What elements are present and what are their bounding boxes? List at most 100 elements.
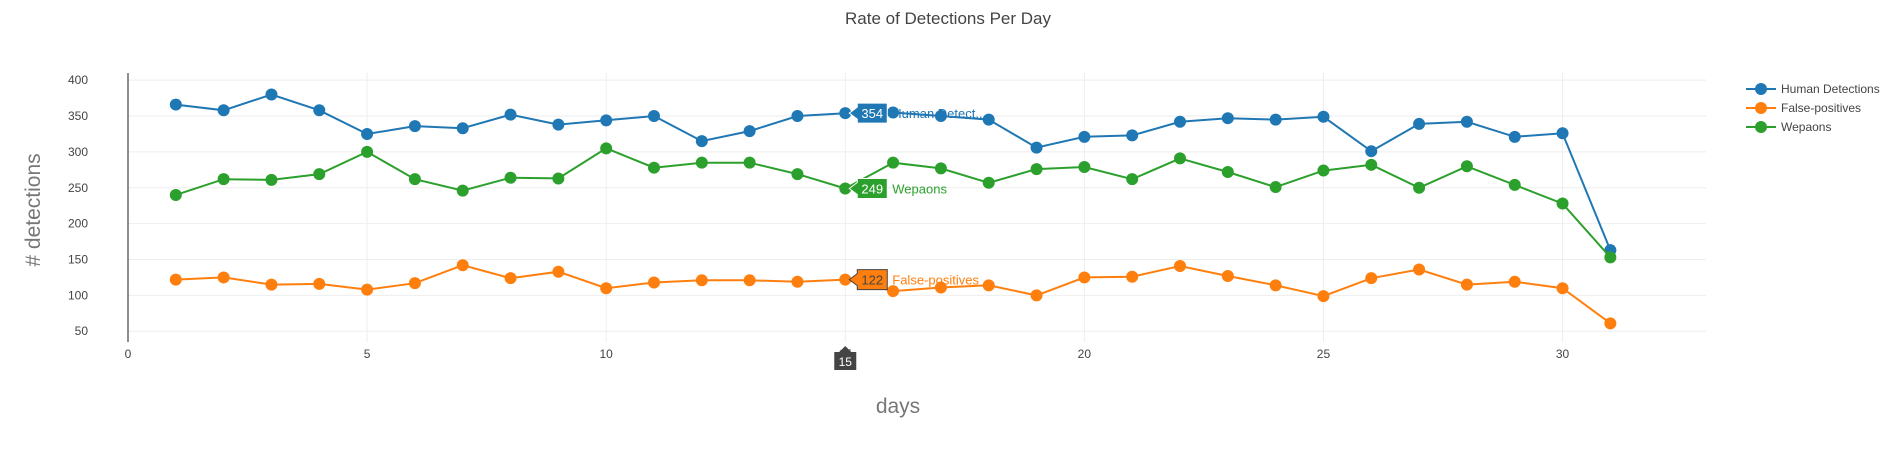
legend-item[interactable]: Human Detections	[1746, 82, 1880, 96]
data-point[interactable]	[361, 127, 374, 140]
data-point[interactable]	[600, 282, 613, 295]
data-point[interactable]	[1269, 113, 1282, 126]
data-point[interactable]	[552, 265, 565, 278]
data-point[interactable]	[1317, 164, 1330, 177]
data-point[interactable]	[887, 156, 900, 169]
data-point[interactable]	[169, 273, 182, 286]
data-point[interactable]	[743, 125, 756, 138]
data-point[interactable]	[408, 277, 421, 290]
data-point[interactable]	[791, 168, 804, 181]
data-point[interactable]	[648, 161, 660, 174]
data-point[interactable]	[552, 172, 565, 185]
data-point[interactable]	[1221, 165, 1234, 178]
data-point[interactable]	[1030, 141, 1043, 154]
data-point[interactable]	[217, 104, 230, 117]
data-point[interactable]	[313, 168, 326, 181]
data-point[interactable]	[552, 118, 565, 131]
data-point[interactable]	[1030, 289, 1043, 302]
data-point[interactable]	[1460, 160, 1473, 173]
data-point[interactable]	[1174, 115, 1186, 128]
data-point[interactable]	[839, 107, 852, 120]
data-point[interactable]	[313, 277, 326, 290]
data-point[interactable]	[1365, 272, 1378, 285]
data-point[interactable]	[1078, 130, 1091, 143]
data-point[interactable]	[600, 114, 613, 127]
data-point[interactable]	[839, 273, 852, 286]
data-point[interactable]	[695, 274, 708, 287]
data-point[interactable]	[1317, 290, 1330, 303]
data-point[interactable]	[887, 106, 900, 119]
data-point[interactable]	[1078, 160, 1091, 173]
data-point[interactable]	[217, 173, 230, 186]
data-point[interactable]	[743, 274, 756, 287]
data-point[interactable]	[1365, 145, 1378, 158]
data-point[interactable]	[1413, 181, 1426, 194]
data-point[interactable]	[265, 278, 278, 291]
data-point[interactable]	[1604, 317, 1617, 330]
data-point[interactable]	[695, 156, 708, 169]
data-point[interactable]	[169, 98, 182, 111]
data-point[interactable]	[504, 272, 517, 285]
data-point[interactable]	[1556, 197, 1569, 210]
data-point[interactable]	[313, 104, 326, 117]
data-point[interactable]	[408, 120, 421, 133]
data-point[interactable]	[1413, 117, 1426, 130]
data-point[interactable]	[934, 281, 947, 294]
data-point[interactable]	[743, 156, 756, 169]
data-point[interactable]	[456, 122, 469, 135]
legend-item[interactable]: False-positives	[1746, 101, 1861, 115]
data-point[interactable]	[456, 184, 469, 197]
data-point[interactable]	[1126, 173, 1139, 186]
data-point[interactable]	[1508, 130, 1521, 143]
data-point[interactable]	[934, 110, 947, 123]
data-point[interactable]	[1460, 115, 1473, 128]
hover-label: 354 Human Detect...	[848, 102, 986, 124]
data-point[interactable]	[1221, 270, 1234, 283]
data-point[interactable]	[504, 108, 517, 121]
data-point[interactable]	[1174, 152, 1186, 165]
data-point[interactable]	[217, 271, 230, 284]
legend[interactable]: Human Detections False-positives Wepaons	[1746, 82, 1880, 134]
data-point[interactable]	[361, 283, 374, 296]
data-point[interactable]	[1126, 270, 1139, 283]
data-point[interactable]	[1556, 127, 1569, 140]
data-point[interactable]	[1030, 163, 1043, 176]
data-point[interactable]	[1508, 275, 1521, 288]
data-point[interactable]	[791, 110, 804, 123]
data-point[interactable]	[169, 188, 182, 201]
data-point[interactable]	[1269, 181, 1282, 194]
data-point[interactable]	[982, 113, 995, 126]
hover-series-name: Wepaons	[892, 181, 947, 196]
data-point[interactable]	[1078, 271, 1091, 284]
data-point[interactable]	[1508, 178, 1521, 191]
data-point[interactable]	[695, 135, 708, 148]
data-point[interactable]	[791, 275, 804, 288]
data-point[interactable]	[839, 182, 852, 195]
data-point[interactable]	[934, 162, 947, 175]
data-point[interactable]	[265, 173, 278, 186]
data-point[interactable]	[1221, 112, 1234, 125]
legend-item[interactable]: Wepaons	[1746, 120, 1831, 134]
data-point[interactable]	[648, 110, 660, 123]
data-point[interactable]	[265, 88, 278, 101]
data-point[interactable]	[1460, 278, 1473, 291]
data-point[interactable]	[408, 173, 421, 186]
data-point[interactable]	[600, 142, 613, 155]
data-point[interactable]	[1413, 263, 1426, 276]
y-tick-label: 150	[68, 253, 88, 267]
data-point[interactable]	[1174, 259, 1186, 272]
data-point[interactable]	[1604, 251, 1617, 264]
data-point[interactable]	[504, 171, 517, 184]
data-point[interactable]	[1269, 279, 1282, 292]
legend-marker	[1755, 83, 1767, 95]
data-point[interactable]	[648, 276, 660, 289]
data-point[interactable]	[1317, 110, 1330, 123]
data-point[interactable]	[361, 145, 374, 158]
data-point[interactable]	[1556, 282, 1569, 295]
data-point[interactable]	[982, 279, 995, 292]
data-point[interactable]	[887, 285, 900, 298]
data-point[interactable]	[456, 259, 469, 272]
data-point[interactable]	[1126, 129, 1139, 142]
data-point[interactable]	[1365, 158, 1378, 171]
data-point[interactable]	[982, 176, 995, 189]
